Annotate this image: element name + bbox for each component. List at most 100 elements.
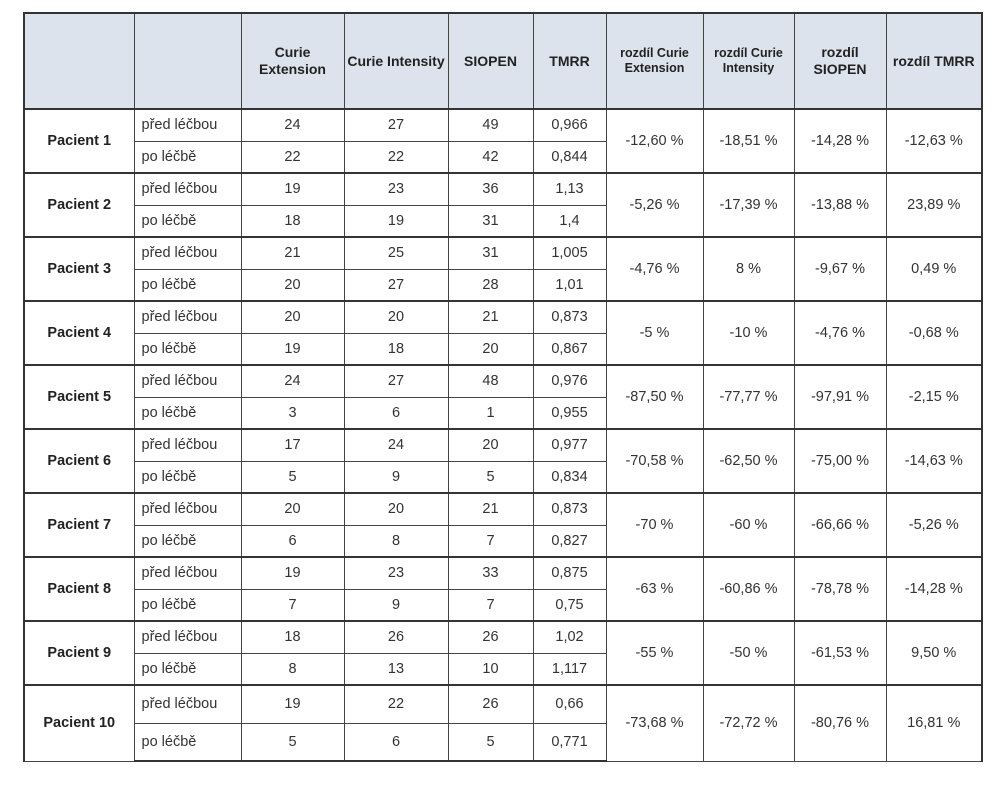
diff-tmrr-cell: 23,89 %: [885, 172, 983, 238]
before-tmrr-cell: 0,966: [532, 108, 607, 142]
diff-curie-intensity-cell: -50 %: [702, 620, 795, 686]
diff-tmrr-cell: -0,68 %: [885, 300, 983, 366]
patient-name-cell: Pacient 2: [23, 172, 135, 238]
after-curie-extension-cell: 3: [240, 396, 345, 430]
header-cell-diff-siopen: rozdíl SIOPEN: [793, 12, 887, 110]
after-tmrr-cell: 0,834: [532, 460, 607, 494]
diff-curie-extension-cell: -12,60 %: [605, 108, 704, 174]
patient-name-cell: Pacient 5: [23, 364, 135, 430]
diff-curie-intensity-cell: -60,86 %: [702, 556, 795, 622]
diff-tmrr-cell: -14,28 %: [885, 556, 983, 622]
before-siopen-cell: 49: [447, 108, 534, 142]
before-siopen-cell: 20: [447, 428, 534, 462]
table-row: Pacient 8 před léčbou 19 23 33 0,875 -63 % -60,…: [23, 556, 983, 622]
after-tmrr-cell: 0,827: [532, 524, 607, 558]
diff-curie-extension-cell: -63 %: [605, 556, 704, 622]
before-siopen-cell: 31: [447, 236, 534, 270]
phase-before-cell: před léčbou: [133, 108, 242, 142]
before-curie-intensity-cell: 25: [343, 236, 449, 270]
after-siopen-cell: 31: [447, 204, 534, 238]
after-tmrr-cell: 0,75: [532, 588, 607, 622]
phase-before-cell: před léčbou: [133, 428, 242, 462]
after-tmrr-cell: 0,844: [532, 140, 607, 174]
patient-name-cell: Pacient 9: [23, 620, 135, 686]
diff-curie-intensity-cell: -18,51 %: [702, 108, 795, 174]
diff-curie-extension-cell: -5 %: [605, 300, 704, 366]
diff-curie-extension-cell: -4,76 %: [605, 236, 704, 302]
table-row: Pacient 10 před léčbou 19 22 26 0,66 -73,68 % -…: [23, 684, 983, 762]
table-row: po léčbě 20 27 28 1,01: [24, 268, 982, 302]
phase-after-cell: po léčbě: [133, 524, 242, 558]
before-curie-extension-cell: 18: [240, 620, 345, 654]
after-curie-extension-cell: 20: [240, 268, 345, 302]
after-siopen-cell: 28: [447, 268, 534, 302]
before-curie-extension-cell: 19: [240, 556, 345, 590]
phase-after-cell: po léčbě: [133, 140, 242, 174]
after-curie-intensity-cell: 9: [343, 588, 449, 622]
phase-after-cell: po léčbě: [133, 332, 242, 366]
diff-tmrr-cell: 16,81 %: [885, 684, 983, 762]
phase-after-cell: po léčbě: [133, 204, 242, 238]
diff-siopen-cell: -13,88 %: [793, 172, 887, 238]
header-cell-curie-intensity: Curie Intensity: [343, 12, 449, 110]
diff-curie-extension-cell: -87,50 %: [605, 364, 704, 430]
after-siopen-cell: 1: [447, 396, 534, 430]
diff-curie-extension-cell: -70 %: [605, 492, 704, 558]
before-tmrr-cell: 1,13: [532, 172, 607, 206]
after-siopen-cell: 10: [447, 652, 534, 686]
diff-tmrr-cell: -14,63 %: [885, 428, 983, 494]
phase-before-cell: před léčbou: [133, 236, 242, 270]
diff-curie-intensity-cell: -10 %: [702, 300, 795, 366]
patient-name-cell: Pacient 3: [23, 236, 135, 302]
before-tmrr-cell: 1,005: [532, 236, 607, 270]
before-curie-extension-cell: 24: [240, 108, 345, 142]
after-tmrr-cell: 0,955: [532, 396, 607, 430]
patient-name-cell: Pacient 8: [23, 556, 135, 622]
after-curie-extension-cell: 18: [240, 204, 345, 238]
header-cell-siopen: SIOPEN: [447, 12, 534, 110]
before-curie-extension-cell: 17: [240, 428, 345, 462]
after-curie-intensity-cell: 6: [343, 396, 449, 430]
table-row: Pacient 5 před léčbou 24 27 48 0,976 -87,50 % -…: [23, 364, 983, 430]
before-tmrr-cell: 1,02: [532, 620, 607, 654]
before-siopen-cell: 26: [447, 620, 534, 654]
before-curie-intensity-cell: 20: [343, 300, 449, 334]
patient-name-cell: Pacient 7: [23, 492, 135, 558]
diff-siopen-cell: -97,91 %: [793, 364, 887, 430]
diff-curie-intensity-cell: -62,50 %: [702, 428, 795, 494]
phase-before-cell: před léčbou: [133, 684, 242, 724]
table-row: Pacient 6 před léčbou 17 24 20 0,977 -70,58 % -…: [23, 428, 983, 494]
diff-tmrr-cell: -12,63 %: [885, 108, 983, 174]
before-curie-intensity-cell: 27: [343, 364, 449, 398]
after-tmrr-cell: 0,867: [532, 332, 607, 366]
diff-siopen-cell: -66,66 %: [793, 492, 887, 558]
before-curie-intensity-cell: 22: [343, 684, 449, 724]
table-row: Pacient 2 před léčbou 19 23 36 1,13 -5,26 % -17…: [23, 172, 983, 238]
patient-name-cell: Pacient 10: [23, 684, 135, 762]
after-curie-extension-cell: 8: [240, 652, 345, 686]
before-curie-extension-cell: 20: [240, 492, 345, 526]
diff-curie-intensity-cell: -17,39 %: [702, 172, 795, 238]
before-tmrr-cell: 0,66: [532, 684, 607, 724]
table-row: po léčbě 5 9 5 0,834: [24, 460, 982, 494]
before-curie-extension-cell: 19: [240, 684, 345, 724]
patient-results-table: Curie Extension Curie Intensity SIOPEN T…: [23, 12, 983, 762]
after-curie-intensity-cell: 18: [343, 332, 449, 366]
phase-before-cell: před léčbou: [133, 492, 242, 526]
after-tmrr-cell: 1,01: [532, 268, 607, 302]
before-curie-extension-cell: 24: [240, 364, 345, 398]
after-curie-intensity-cell: 27: [343, 268, 449, 302]
header-cell-diff-curie-intensity: rozdíl Curie Intensity: [702, 12, 795, 110]
phase-after-cell: po léčbě: [133, 268, 242, 302]
before-curie-intensity-cell: 26: [343, 620, 449, 654]
diff-tmrr-cell: -2,15 %: [885, 364, 983, 430]
diff-curie-intensity-cell: -72,72 %: [702, 684, 795, 762]
before-siopen-cell: 21: [447, 300, 534, 334]
diff-curie-extension-cell: -5,26 %: [605, 172, 704, 238]
table-row: po léčbě 18 19 31 1,4: [24, 204, 982, 238]
after-tmrr-cell: 0,771: [532, 722, 607, 762]
diff-siopen-cell: -75,00 %: [793, 428, 887, 494]
diff-tmrr-cell: 9,50 %: [885, 620, 983, 686]
before-tmrr-cell: 0,977: [532, 428, 607, 462]
